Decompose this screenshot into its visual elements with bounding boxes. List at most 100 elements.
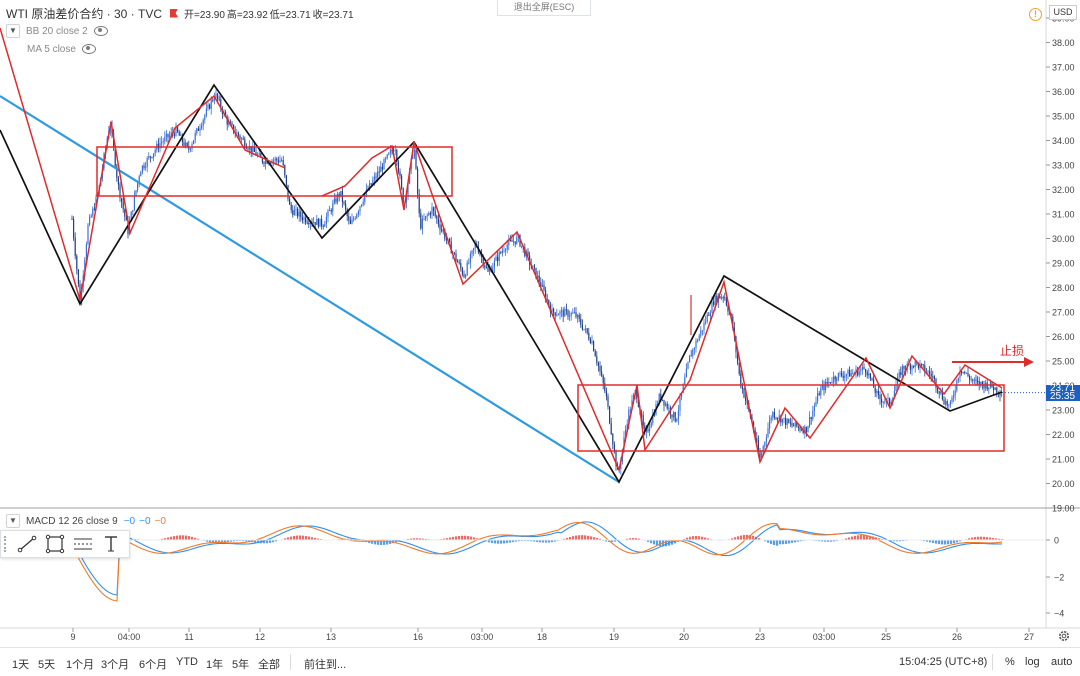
macd-histogram-bar — [578, 535, 580, 540]
chevron-down-icon[interactable]: ▼ — [6, 514, 20, 528]
macd-histogram-bar — [776, 540, 778, 546]
candle-body — [196, 128, 197, 133]
chevron-down-icon[interactable]: ▼ — [6, 24, 20, 38]
range-1y[interactable]: 1年 — [206, 656, 223, 672]
indicator-ma-label[interactable]: MA 5 close — [27, 44, 76, 55]
range-all[interactable]: 全部 — [258, 656, 280, 672]
trend-line-icon[interactable] — [15, 533, 39, 555]
candle-body — [563, 310, 564, 316]
flag-icon[interactable] — [170, 9, 178, 18]
time-label: 13 — [326, 632, 336, 642]
candle-body — [313, 222, 314, 223]
red-wave-line[interactable] — [322, 142, 1002, 470]
candle-body — [307, 223, 308, 224]
candle-body — [206, 108, 207, 115]
candle-body — [715, 295, 716, 304]
price-label: 26.00 — [1052, 332, 1075, 342]
macd-histogram-bar — [788, 540, 790, 543]
candle-body — [167, 134, 168, 137]
macd-label[interactable]: MACD 12 26 close 9 — [26, 516, 118, 527]
text-icon[interactable] — [99, 533, 123, 555]
percent-toggle[interactable]: % — [1005, 656, 1015, 668]
candle-body — [955, 391, 956, 396]
candle-body — [91, 216, 92, 217]
candle-body — [833, 377, 834, 383]
alert-icon[interactable]: ! — [1029, 8, 1042, 21]
macd-histogram-bar — [188, 536, 190, 540]
candle-body — [204, 115, 205, 120]
red-wave-line[interactable] — [0, 28, 285, 300]
candle-body — [166, 134, 167, 137]
candle-body — [289, 199, 290, 205]
candle-body — [791, 423, 792, 425]
zigzag-line[interactable] — [0, 85, 1002, 482]
price-label: 34.00 — [1052, 136, 1075, 146]
candle-body — [343, 202, 344, 204]
candle-body — [75, 238, 76, 256]
range-3m[interactable]: 3个月 — [101, 656, 129, 672]
log-toggle[interactable]: log — [1025, 656, 1040, 668]
range-5y[interactable]: 5年 — [232, 656, 249, 672]
drag-handle-icon[interactable] — [4, 536, 11, 552]
candle-body — [913, 366, 914, 367]
candle-body — [355, 218, 356, 219]
candle-body — [380, 167, 381, 172]
candle-body — [849, 370, 850, 376]
candle-body — [963, 372, 964, 373]
candle-body — [713, 302, 714, 305]
macd-histogram-bar — [497, 540, 499, 544]
macd-histogram-bar — [692, 536, 694, 540]
candle-body — [499, 252, 500, 261]
candle-body — [163, 141, 164, 142]
goto-button[interactable]: 前往到... — [304, 656, 346, 672]
price-label: 29.00 — [1052, 259, 1075, 269]
candle-body — [302, 217, 303, 220]
drawing-toolbar — [0, 530, 130, 558]
eye-icon[interactable] — [82, 44, 96, 54]
macd-histogram-bar — [455, 536, 457, 540]
candle-body — [801, 430, 802, 431]
candle-body — [265, 160, 266, 164]
candle-body — [283, 160, 284, 165]
settings-gear-icon[interactable] — [1057, 629, 1071, 643]
parallel-channel-icon[interactable] — [71, 533, 95, 555]
candle-body — [903, 366, 904, 369]
candle-body — [273, 160, 274, 161]
macd-histogram-bar — [590, 536, 592, 540]
candle-body — [831, 382, 832, 383]
chart-canvas[interactable]: 39.0038.0037.0036.0035.0034.0033.0032.00… — [0, 0, 1080, 647]
time-label: 20 — [679, 632, 689, 642]
range-ytd[interactable]: YTD — [176, 656, 198, 668]
candle-body — [332, 203, 333, 211]
currency-badge[interactable]: USD — [1049, 5, 1077, 20]
range-1m[interactable]: 1个月 — [66, 656, 94, 672]
candle-body — [425, 216, 426, 219]
rectangle-icon[interactable] — [43, 533, 67, 555]
candle-body — [316, 219, 317, 225]
candle-body — [292, 210, 293, 215]
symbol-title[interactable]: WTI 原油差价合约 · 30 · TVC — [6, 5, 162, 22]
candle-body — [707, 315, 708, 322]
macd-histogram-bar — [296, 536, 298, 540]
auto-toggle[interactable]: auto — [1051, 656, 1072, 668]
range-6m[interactable]: 6个月 — [139, 656, 167, 672]
indicator-bb-label[interactable]: BB 20 close 2 — [26, 26, 88, 37]
exit-fullscreen-button[interactable]: 退出全屏(ESC) — [497, 0, 591, 16]
eye-icon[interactable] — [94, 26, 108, 36]
trend-line[interactable] — [0, 96, 619, 482]
candle-body — [783, 418, 784, 419]
candle-body — [239, 136, 240, 139]
candle-body — [423, 219, 424, 220]
candle-body — [436, 216, 437, 219]
candle-body — [153, 153, 154, 157]
candle-body — [879, 395, 880, 399]
candle-body — [195, 133, 196, 140]
candle-body — [777, 418, 778, 419]
range-5d[interactable]: 5天 — [38, 656, 55, 672]
candle-body — [703, 323, 704, 331]
candle-body — [334, 198, 335, 203]
candle-body — [435, 211, 436, 216]
range-1d[interactable]: 1天 — [12, 656, 29, 672]
candle-body — [844, 376, 845, 378]
time-label: 27 — [1024, 632, 1034, 642]
